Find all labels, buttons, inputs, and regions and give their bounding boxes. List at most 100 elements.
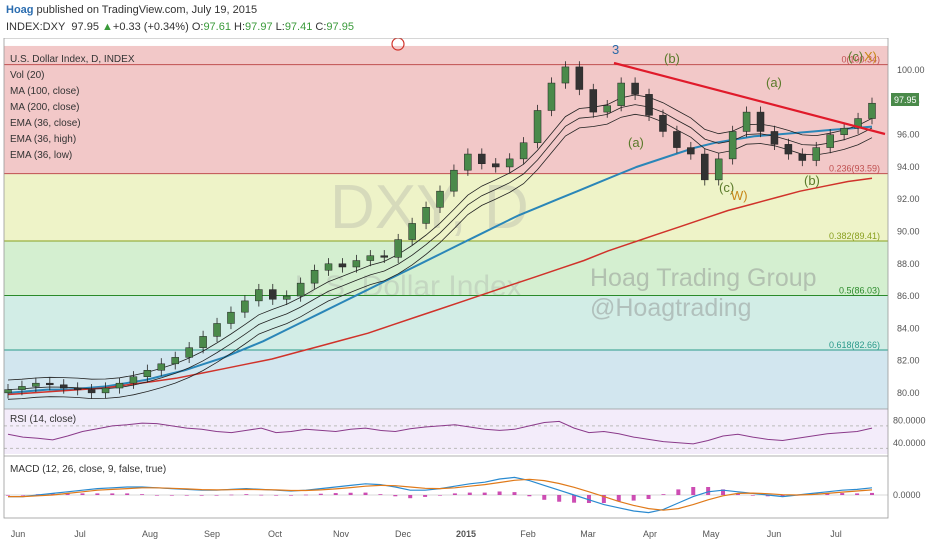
macd-histogram-bar xyxy=(870,492,874,495)
publish-header: Hoag published on TradingView.com, July … xyxy=(0,0,932,38)
macd-histogram-bar xyxy=(467,492,472,495)
macd-histogram-bar xyxy=(318,493,323,495)
low-label: L: xyxy=(275,21,285,33)
macd-histogram-bar xyxy=(65,493,70,495)
legend-entry[interactable]: MA (100, close) xyxy=(10,86,79,97)
time-axis[interactable]: Jun Jul Aug Sep Oct Nov Dec 2015 Feb Mar Apr May Jun… xyxy=(0,518,932,550)
macd-histogram-bar xyxy=(199,495,204,496)
candle-body xyxy=(840,127,848,135)
macd-histogram-bar xyxy=(80,493,85,495)
candle-body xyxy=(826,134,834,148)
legend-entry[interactable]: MA (200, close) xyxy=(10,102,79,113)
symbol-label: INDEX:DXY xyxy=(6,21,66,33)
chart-canvas[interactable]: DXY, D U.S. Dollar Index Hoag Trading Gr… xyxy=(0,38,932,550)
macd-histogram-bar xyxy=(378,494,383,495)
resistance-trendline[interactable] xyxy=(613,61,886,136)
wave-circle-marker xyxy=(391,38,405,51)
macd-histogram-bar xyxy=(691,487,696,495)
candle-body xyxy=(561,66,570,84)
close-label: C: xyxy=(315,21,327,33)
candle-body xyxy=(310,269,319,284)
watermark-group: Hoag Trading Group xyxy=(590,264,817,292)
fib-band xyxy=(4,295,888,350)
candle-body xyxy=(227,311,235,324)
pane-borders xyxy=(3,38,889,519)
legend-entry[interactable]: EMA (36, close) xyxy=(10,118,81,129)
wave-label: (c) xyxy=(848,49,863,64)
legend-entry[interactable]: EMA (36, high) xyxy=(10,134,76,145)
time-tick: Aug xyxy=(142,529,158,539)
macd-histogram-bar xyxy=(527,495,532,497)
wave-label: (b) xyxy=(804,173,820,188)
macd-signal-line xyxy=(8,478,873,511)
price-tick: 94.00 xyxy=(897,162,920,172)
ema-low-line xyxy=(7,113,873,400)
macd-histogram-bar xyxy=(50,493,55,495)
candle-body xyxy=(408,223,416,240)
rsi-tick: 80.0000 xyxy=(893,415,926,425)
candle-body xyxy=(728,131,737,160)
macd-histogram-bar xyxy=(438,495,442,496)
candle-body xyxy=(631,82,639,95)
time-tick: Oct xyxy=(268,529,283,539)
macd-histogram-bar xyxy=(408,495,413,499)
time-tick: Apr xyxy=(643,529,657,539)
time-tick: 2015 xyxy=(456,529,476,539)
moving-averages xyxy=(7,94,873,400)
candle-body xyxy=(673,131,681,148)
candle-body xyxy=(784,144,793,155)
candle-body xyxy=(868,102,876,119)
ema-high-line xyxy=(7,94,873,381)
candle-body xyxy=(185,347,193,358)
macd-histogram-bar xyxy=(452,493,457,495)
macd-histogram-bar xyxy=(557,495,562,502)
rsi-line xyxy=(7,420,873,445)
last-price-badge: 97.95 xyxy=(891,93,919,106)
open-value: 97.61 xyxy=(203,21,231,33)
fib-levels[interactable]: 0(100.34) 0.236(93.59) 0.382(89.41) 0.5(86.… xyxy=(4,55,888,351)
macd-histogram-bar xyxy=(676,489,681,495)
candle-body xyxy=(798,153,807,161)
candle-body xyxy=(464,153,472,171)
macd-pane[interactable]: MACD (12, 26, close, 9, false, true) 0.00… xyxy=(4,464,921,514)
macd-histogram-bar xyxy=(542,495,547,500)
candle-body xyxy=(491,163,500,168)
indicator-legend[interactable]: U.S. Dollar Index, D, INDEX Vol (20) MA (1… xyxy=(10,54,135,161)
candle-body xyxy=(4,389,12,394)
time-tick: Sep xyxy=(204,529,220,539)
candle-body xyxy=(157,363,166,371)
macd-histogram-bar xyxy=(333,493,338,495)
macd-histogram-bar xyxy=(6,495,10,496)
macd-histogram-bar xyxy=(20,495,25,496)
legend-entry[interactable]: U.S. Dollar Index, D, INDEX xyxy=(10,54,135,65)
high-label: H: xyxy=(234,21,246,33)
macd-histogram-bar xyxy=(601,495,606,503)
candle-body xyxy=(687,147,695,155)
macd-histogram-bar xyxy=(110,493,115,495)
author-link[interactable]: Hoag xyxy=(6,4,34,16)
high-value: 97.97 xyxy=(245,21,273,33)
legend-entry[interactable]: Vol (20) xyxy=(10,70,44,81)
candle-body xyxy=(617,82,625,106)
rsi-pane[interactable]: RSI (14, close) 80.0000 40.0000 xyxy=(4,409,926,454)
ma200-line xyxy=(7,177,873,396)
time-tick: Feb xyxy=(520,529,536,539)
wave-label: 3 xyxy=(612,42,619,57)
candle-body xyxy=(714,158,723,181)
macd-histogram-bar xyxy=(721,489,726,495)
candle-body xyxy=(324,263,333,271)
time-tick: Jun xyxy=(11,529,26,539)
close-value: 97.95 xyxy=(326,21,354,33)
wave-label: (a) xyxy=(766,75,782,90)
time-tick: Jul xyxy=(74,529,86,539)
candle-body xyxy=(589,89,598,113)
candle-body xyxy=(171,357,179,365)
macd-histogram-bar xyxy=(229,494,234,496)
candle-body xyxy=(756,111,765,132)
price-tick: 92.00 xyxy=(897,194,920,204)
macd-histogram-bar xyxy=(646,495,651,499)
macd-histogram-bar xyxy=(661,494,666,495)
macd-histogram-bar xyxy=(95,493,100,495)
legend-entry[interactable]: EMA (36, low) xyxy=(10,150,72,161)
macd-histogram-bar xyxy=(244,494,249,495)
